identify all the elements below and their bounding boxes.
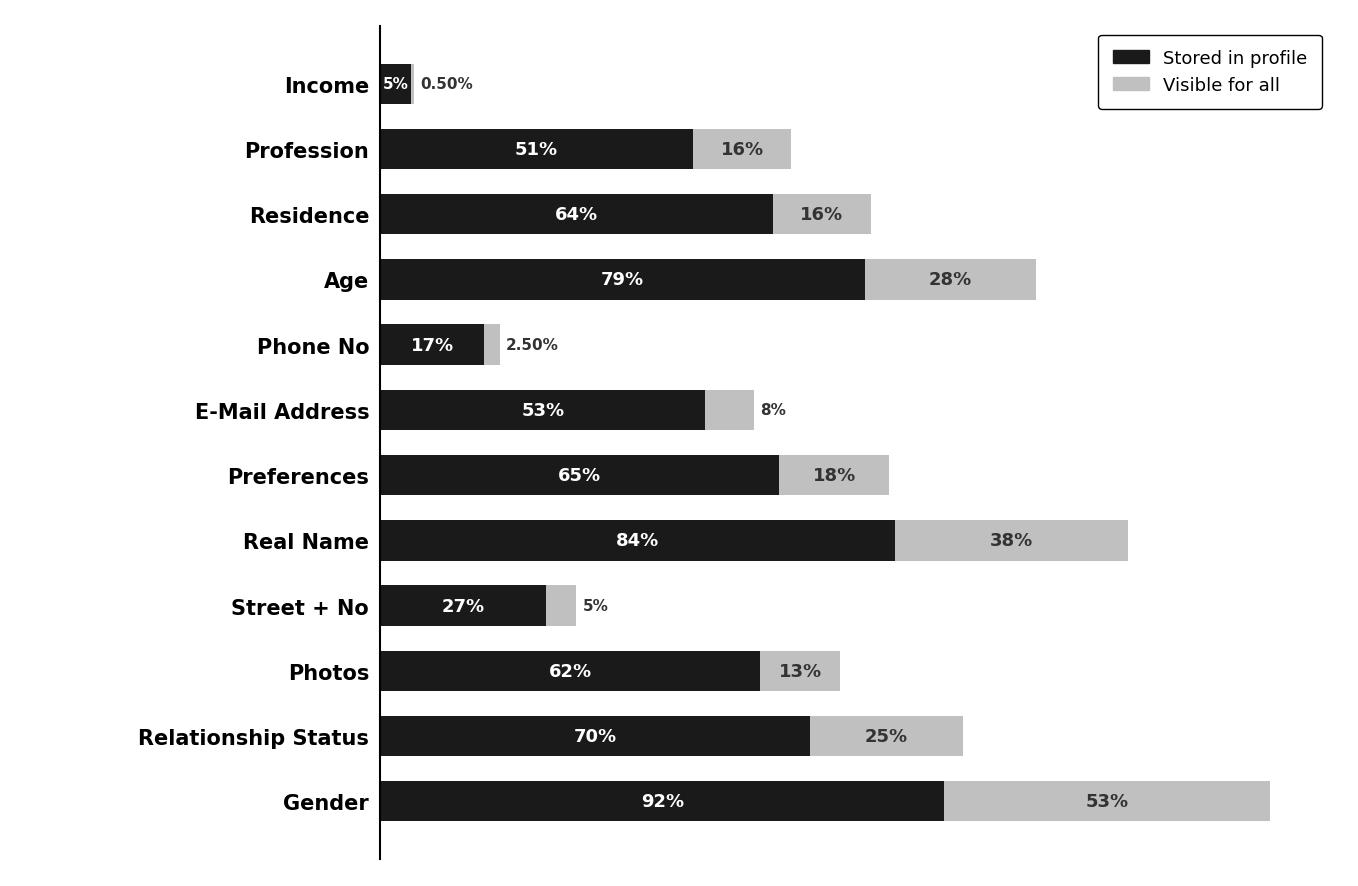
Text: 0.50%: 0.50% <box>420 77 473 92</box>
Bar <box>760 651 841 691</box>
Bar <box>693 129 792 170</box>
Bar <box>380 716 809 757</box>
Text: 5%: 5% <box>383 77 409 92</box>
Text: 8%: 8% <box>760 403 786 418</box>
Bar <box>380 586 546 626</box>
Text: 18%: 18% <box>812 467 856 485</box>
Bar <box>944 781 1270 821</box>
Bar <box>380 129 693 170</box>
Text: 38%: 38% <box>990 532 1033 549</box>
Bar <box>546 586 577 626</box>
Text: 51%: 51% <box>515 141 558 159</box>
Text: 5%: 5% <box>583 598 608 613</box>
Text: 84%: 84% <box>617 532 660 549</box>
Bar <box>485 325 500 365</box>
Bar <box>411 65 414 105</box>
Text: 53%: 53% <box>521 401 565 419</box>
Text: 92%: 92% <box>641 792 684 811</box>
Bar <box>380 65 411 105</box>
Text: 70%: 70% <box>573 727 617 745</box>
Bar <box>865 260 1036 300</box>
Bar <box>380 195 773 235</box>
Bar <box>380 651 760 691</box>
Bar <box>705 390 754 431</box>
Bar <box>380 325 485 365</box>
Bar <box>779 455 889 496</box>
Bar <box>380 390 705 431</box>
Bar <box>773 195 870 235</box>
Bar <box>380 260 865 300</box>
Bar <box>380 781 944 821</box>
Text: 28%: 28% <box>929 271 972 289</box>
Text: 27%: 27% <box>441 597 485 615</box>
Text: 64%: 64% <box>555 206 598 224</box>
Text: 65%: 65% <box>558 467 602 485</box>
Text: 62%: 62% <box>549 662 592 680</box>
Legend: Stored in profile, Visible for all: Stored in profile, Visible for all <box>1099 35 1321 110</box>
Bar <box>895 521 1128 561</box>
Bar <box>380 455 779 496</box>
Text: 53%: 53% <box>1085 792 1128 811</box>
Text: 2.50%: 2.50% <box>507 338 559 353</box>
Text: 13%: 13% <box>778 662 822 680</box>
Bar <box>380 521 895 561</box>
Bar <box>809 716 963 757</box>
Text: 17%: 17% <box>411 337 454 354</box>
Text: 16%: 16% <box>800 206 843 224</box>
Text: 16%: 16% <box>721 141 763 159</box>
Text: 25%: 25% <box>865 727 907 745</box>
Text: 79%: 79% <box>602 271 644 289</box>
